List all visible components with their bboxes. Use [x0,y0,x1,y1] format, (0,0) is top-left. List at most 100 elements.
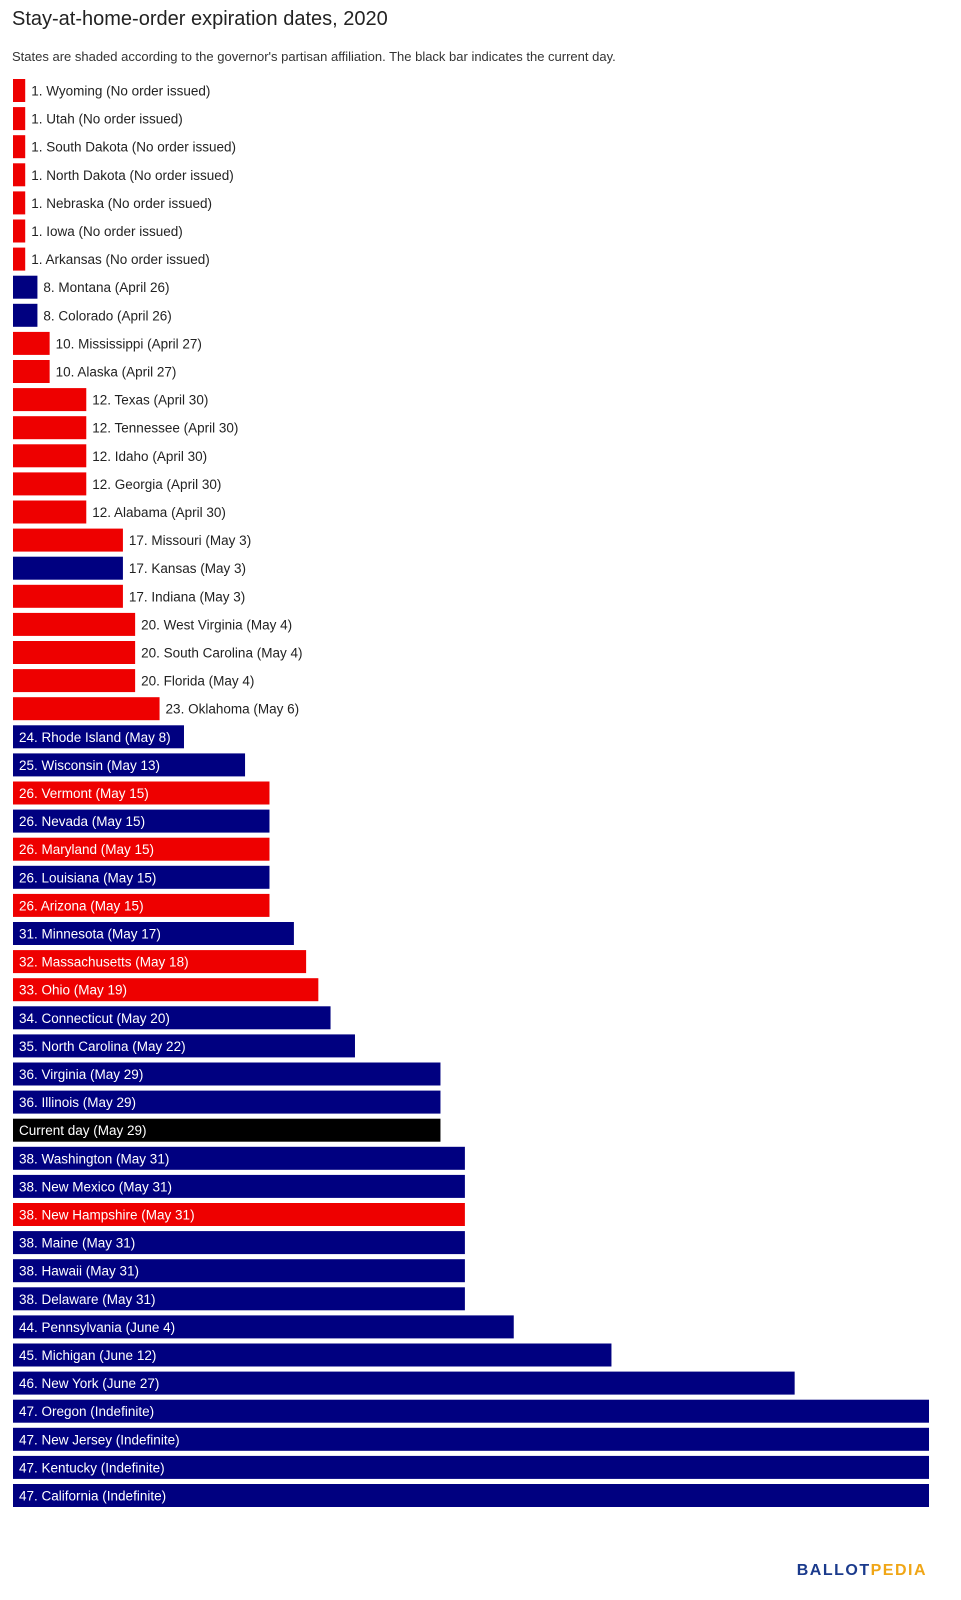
bar-label: 36. Illinois (May 29) [19,1095,136,1110]
bar [13,1287,465,1311]
bar-chart: 1. Wyoming (No order issued) 1. Utah (No … [13,79,929,1507]
bar [13,360,50,383]
bar [13,1427,929,1451]
bar [13,1034,355,1058]
bar-label: 46. New York (June 27) [19,1376,159,1391]
bar [13,388,87,412]
bar [13,1174,465,1198]
bar [13,416,87,440]
bar [13,528,123,552]
chart-subtitle: States are shaded according to the gover… [12,49,616,64]
bar [13,1455,929,1479]
bar-label: 38. Hawaii (May 31) [19,1264,139,1279]
bar [13,922,294,945]
bar-label: 47. New Jersey (Indefinite) [19,1432,180,1447]
bar-label: 26. Vermont (May 15) [19,786,149,801]
bar-label: 12. Idaho (April 30) [92,449,207,464]
bar [13,837,270,861]
bar [13,556,123,580]
bar-label: 35. North Carolina (May 22) [19,1039,186,1054]
bar-label: 47. California (Indefinite) [19,1489,166,1504]
bar-label: 12. Alabama (April 30) [92,505,226,520]
bar-label: 12. Georgia (April 30) [92,477,221,492]
bar [13,669,136,693]
bar-label: 44. Pennsylvania (June 4) [19,1320,175,1335]
bar [13,1343,612,1367]
bar [13,697,160,721]
bar-label: 26. Arizona (May 15) [19,898,144,913]
bar [13,472,87,496]
bar-label: 17. Kansas (May 3) [129,561,246,576]
bar-label: 38. New Mexico (May 31) [19,1179,172,1194]
bar [13,641,136,664]
bar [13,1118,441,1142]
bar-label: 38. Washington (May 31) [19,1151,169,1166]
bar [13,331,50,355]
bar-label: 10. Alaska (April 27) [56,365,177,380]
bar-label: 20. West Virginia (May 4) [141,617,292,632]
bar [13,893,270,917]
bar [13,275,38,299]
bar [13,444,87,468]
bar-label: 26. Nevada (May 15) [19,814,145,829]
bar-label: 8. Montana (April 26) [43,280,169,295]
chart-title: Stay-at-home-order expiration dates, 202… [12,8,388,30]
bar-label: 47. Oregon (Indefinite) [19,1404,154,1419]
bar [13,1203,465,1226]
bar-label: 26. Maryland (May 15) [19,842,154,857]
bar [13,107,26,131]
logo-part-ballot: BALLOT [796,1562,871,1579]
bar-label: 36. Virginia (May 29) [19,1067,143,1082]
bar [13,865,270,889]
ballotpedia-logo: BALLOTPEDIA [797,1562,927,1580]
bar [13,809,270,833]
bar-label: 1. Nebraska (No order issued) [31,196,212,211]
bar-label: 20. Florida (May 4) [141,674,254,689]
bar [13,1315,514,1339]
bar-label: 31. Minnesota (May 17) [19,927,161,942]
bar-label: 34. Connecticut (May 20) [19,1011,170,1026]
bar [13,1371,795,1395]
logo-part-pedia: PEDIA [870,1562,927,1579]
bar [13,1062,441,1086]
bar-label: 1. South Dakota (No order issued) [31,140,236,155]
bar [13,1484,929,1507]
bar-label: 45. Michigan (June 12) [19,1348,156,1363]
bar-label: 38. Delaware (May 31) [19,1292,156,1307]
bar-label: 17. Indiana (May 3) [129,589,245,604]
bar [13,191,26,215]
bar-label: 20. South Carolina (May 4) [141,646,302,661]
bar-label: 10. Mississippi (April 27) [56,336,202,351]
bar [13,135,26,159]
bar-label: 32. Massachusetts (May 18) [19,955,189,970]
bar [13,79,26,102]
bar-label: 12. Texas (April 30) [92,393,208,408]
bar [13,1231,465,1255]
bar [13,1006,331,1030]
bar-label: 47. Kentucky (Indefinite) [19,1460,165,1475]
bar [13,1399,929,1423]
bar [13,219,26,243]
bar [13,612,136,636]
bar [13,303,38,327]
bar-label: 26. Louisiana (May 15) [19,870,156,885]
bar [13,1146,465,1170]
bar [13,978,319,1002]
bar-label: 1. Utah (No order issued) [31,112,183,127]
bar-label: 1. Iowa (No order issued) [31,224,183,239]
bar [13,584,123,608]
bar [13,1259,465,1283]
bar-label: 24. Rhode Island (May 8) [19,730,171,745]
bar [13,950,307,974]
bar-label: 38. New Hampshire (May 31) [19,1208,195,1223]
bar [13,753,246,777]
bar-label: 12. Tennessee (April 30) [92,421,238,436]
bar-label: 1. Arkansas (No order issued) [31,252,210,267]
bar [13,500,87,524]
bar [13,247,26,271]
bar-label: 25. Wisconsin (May 13) [19,758,160,773]
bar-label: 33. Ohio (May 19) [19,983,127,998]
bar-label: 17. Missouri (May 3) [129,533,251,548]
bar-label: 1. Wyoming (No order issued) [31,84,210,99]
bar-label: 8. Colorado (April 26) [43,308,171,323]
